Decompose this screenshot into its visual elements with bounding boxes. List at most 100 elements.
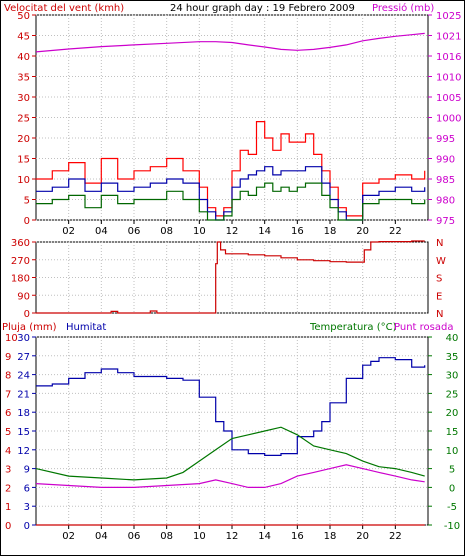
panel3-series	[35, 357, 426, 526]
panel2-series	[36, 240, 425, 314]
humidity-tick-label: 21	[17, 389, 30, 400]
rain-tick-label: 6	[5, 408, 11, 419]
humidity-tick-label: 0	[24, 521, 30, 532]
humidity-tick-label: 18	[17, 408, 30, 419]
humidity-tick-label: 12	[17, 446, 30, 457]
temperature-tick-label: 5	[449, 465, 455, 476]
x-tick-label: 06	[128, 531, 141, 542]
pressure-axis-title: Pressió (mb)	[372, 2, 434, 14]
panel2-labels: 0 N 90 W 180 S 270 E 360 N	[11, 238, 446, 320]
temperature-tick-label: 35	[446, 352, 459, 363]
pressure-tick-label: 995	[436, 134, 455, 145]
wind-tick-label: 35	[17, 73, 30, 84]
temperature-tick-label: 0	[449, 483, 455, 494]
rain-tick-label: 4	[5, 446, 11, 457]
temperature-tick-label: 20	[446, 408, 459, 419]
humidity-axis-title: Humitat	[66, 322, 106, 333]
x-tick-label: 22	[389, 226, 402, 237]
chart-title: 24 hour graph day : 19 Febrero 2009	[170, 3, 355, 14]
series-line-punt-rosada	[35, 464, 425, 488]
x-tick-label: 18	[324, 226, 337, 237]
direction-tick-label: 270	[11, 256, 30, 267]
humidity-tick-label: 24	[17, 371, 30, 382]
temperature-tick-label: -5	[447, 502, 457, 513]
x-tick-label: 20	[356, 531, 369, 542]
x-tick-label: 02	[62, 226, 75, 237]
x-tick-label: 10	[193, 226, 206, 237]
wind-tick-label: 30	[17, 93, 30, 104]
rain-tick-label: 9	[5, 352, 11, 363]
pressure-tick-label: 990	[436, 155, 455, 166]
x-tick-label: 06	[128, 226, 141, 237]
rain-tick-label: 7	[5, 389, 11, 400]
pressure-tick-label: 1016	[436, 52, 461, 63]
temperature-tick-label: 10	[446, 446, 459, 457]
compass-tick-label: E	[436, 291, 442, 302]
compass-tick-label: N	[436, 309, 443, 320]
humidity-tick-label: 3	[24, 502, 30, 513]
pressure-tick-label: 975	[436, 216, 455, 227]
rain-tick-label: 5	[5, 427, 11, 438]
wind-tick-label: 15	[17, 155, 30, 166]
direction-tick-label: 180	[11, 274, 30, 285]
humidity-tick-label: 9	[24, 465, 30, 476]
wind-direction-panel: 0 N 90 W 180 S 270 E 360 N	[11, 238, 446, 320]
x-tick-label: 04	[95, 531, 108, 542]
temperature-tick-label: 40	[446, 333, 459, 344]
pressure-tick-label: 1025	[436, 11, 461, 22]
series-line-wind-direction	[36, 240, 425, 314]
rain-tick-label: 2	[5, 483, 11, 494]
x-tick-label: 22	[389, 531, 402, 542]
temperature-tick-label: 25	[446, 389, 459, 400]
rain-tick-label: 1	[5, 502, 11, 513]
direction-tick-label: 360	[11, 238, 30, 249]
rain-tick-label: 3	[5, 465, 11, 476]
temperature-tick-label: -10	[444, 521, 460, 532]
series-line-humitat	[36, 357, 426, 456]
series-line-vent	[36, 182, 426, 221]
pressure-tick-label: 985	[436, 175, 455, 186]
x-tick-label: 14	[258, 531, 271, 542]
humidity-tick-label: 30	[17, 333, 30, 344]
x-tick-label: 18	[324, 531, 337, 542]
temperature-tick-label: 30	[446, 371, 459, 382]
temperature-tick-label: 15	[446, 427, 459, 438]
panel3-labels: 0 0 -10 1 3 -5 2 6 0 3 9 5 4 12 10 5 15 15 6 18 20 7 21 25 8 24 30…	[5, 333, 460, 542]
panel1-series	[35, 32, 426, 221]
direction-tick-label: 0	[24, 309, 30, 320]
x-tick-label: 02	[62, 531, 75, 542]
x-tick-label: 12	[226, 226, 239, 237]
panel2-grid	[32, 241, 428, 314]
x-tick-label: 16	[291, 226, 304, 237]
compass-tick-label: S	[436, 274, 442, 285]
pressure-tick-label: 980	[436, 196, 455, 207]
rain-axis-title: Pluja (mm)	[2, 322, 57, 333]
pressure-tick-label: 1010	[436, 73, 461, 84]
wind-tick-label: 40	[17, 52, 30, 63]
wind-tick-label: 5	[24, 196, 30, 207]
compass-tick-label: N	[436, 238, 443, 249]
series-line-pressi-	[35, 32, 425, 53]
direction-tick-label: 90	[17, 291, 30, 302]
wind-axis-title: Velocitat del vent (kmh)	[4, 3, 124, 14]
wind-tick-label: 25	[17, 114, 30, 125]
series-line-temperatura	[35, 426, 425, 481]
wind-tick-label: 0	[24, 216, 30, 227]
humidity-tick-label: 15	[17, 427, 30, 438]
humidity-tick-label: 6	[24, 483, 30, 494]
wind-tick-label: 45	[17, 32, 30, 43]
x-tick-label: 14	[258, 226, 271, 237]
temperature-axis-title: Temperatura (°C)	[309, 322, 397, 333]
x-tick-label: 04	[95, 226, 108, 237]
wind-tick-label: 50	[17, 11, 30, 22]
wind-tick-label: 10	[17, 175, 30, 186]
x-tick-label: 16	[291, 531, 304, 542]
x-tick-label: 12	[226, 531, 239, 542]
dewpoint-axis-title: Punt rosada	[394, 322, 453, 333]
compass-tick-label: W	[436, 256, 446, 267]
x-tick-label: 20	[356, 226, 369, 237]
x-tick-label: 08	[160, 531, 173, 542]
